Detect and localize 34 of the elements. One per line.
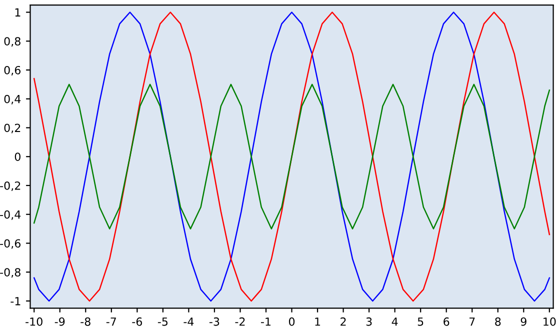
line-series bbox=[33, 12, 550, 302]
x-tick-label: 2 bbox=[340, 317, 346, 326]
y-tick-label: -0,4 bbox=[0, 210, 21, 220]
x-tick-label: 4 bbox=[392, 318, 398, 326]
line-series bbox=[33, 84, 550, 230]
x-tick-label: -3 bbox=[209, 317, 220, 326]
x-tick-label: -10 bbox=[26, 317, 42, 326]
y-tick-label: -0,6 bbox=[0, 239, 21, 249]
y-tick-label: 0,2 bbox=[4, 124, 20, 134]
y-tick-label: 0 bbox=[14, 152, 20, 161]
x-tick-label: 9 bbox=[520, 317, 526, 326]
x-tick-label: -7 bbox=[106, 318, 116, 326]
y-tick-label: 0,8 bbox=[4, 37, 20, 47]
x-tick-label: -4 bbox=[184, 318, 194, 326]
x-tick-label: -1 bbox=[261, 318, 271, 326]
y-tick-label: -0,2 bbox=[0, 181, 20, 191]
y-tick-label: -1 bbox=[10, 297, 20, 306]
x-tick-label: 10 bbox=[544, 317, 556, 326]
x-tick-label: 7 bbox=[469, 318, 475, 326]
x-tick-label: -2 bbox=[235, 317, 245, 326]
y-tick-label: 0,6 bbox=[4, 66, 21, 76]
x-tick-label: 3 bbox=[366, 317, 372, 326]
x-tick-label: 8 bbox=[495, 317, 501, 326]
x-tick-label: 5 bbox=[418, 318, 424, 326]
y-tick-label: 1 bbox=[15, 8, 20, 16]
x-tick-label: -5 bbox=[158, 318, 168, 326]
x-tick-label: -9 bbox=[54, 317, 65, 326]
x-tick-label: -8 bbox=[80, 317, 90, 326]
x-tick-label: 0 bbox=[288, 317, 295, 326]
y-tick-label: 0,4 bbox=[4, 94, 21, 104]
x-tick-label: 6 bbox=[444, 317, 450, 326]
x-tick-label: -6 bbox=[132, 317, 142, 326]
x-tick-label: 1 bbox=[315, 318, 320, 326]
y-tick-label: -0,8 bbox=[0, 268, 20, 278]
